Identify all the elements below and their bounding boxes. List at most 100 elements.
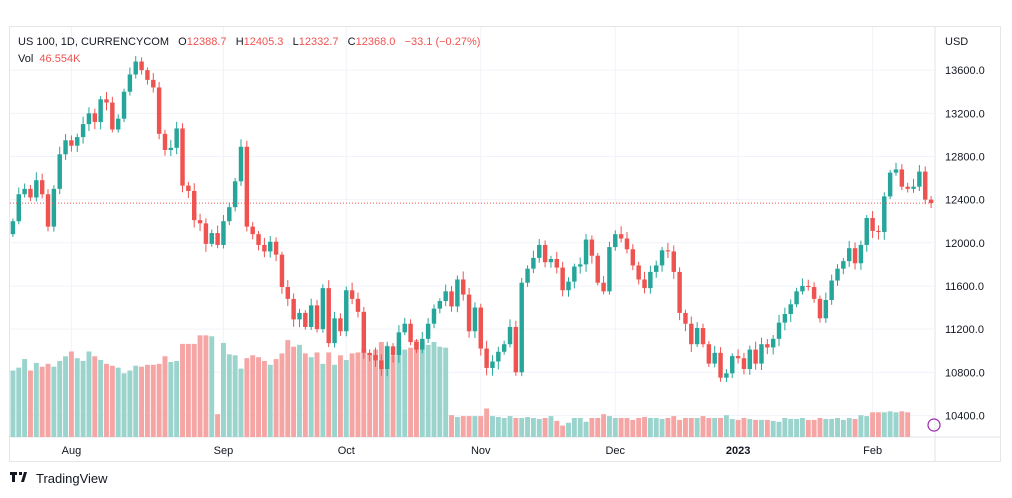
candle-body: [414, 342, 419, 350]
x-tick-label: Sep: [214, 445, 234, 457]
volume-bar: [870, 412, 876, 437]
candle-body: [455, 279, 460, 307]
volume-bar: [297, 344, 302, 437]
volume-bar: [419, 342, 425, 437]
volume-bar: [829, 418, 835, 437]
candle-body: [928, 199, 934, 204]
candle-body: [823, 299, 829, 319]
volume-bar: [542, 418, 548, 437]
candle-body: [420, 338, 425, 350]
volume-bar: [168, 361, 174, 437]
volume-bar: [805, 419, 811, 437]
close-value: 12368.0: [355, 36, 396, 48]
volume-bar: [811, 419, 817, 437]
volume-bar: [92, 356, 98, 437]
volume-bar: [642, 417, 647, 437]
volume-bar: [232, 355, 238, 437]
candle-body: [443, 291, 448, 302]
candle-body: [437, 301, 443, 309]
volume-bar: [86, 351, 92, 437]
volume-bar: [133, 365, 139, 437]
candle-body: [811, 287, 817, 299]
volume-bar: [501, 418, 507, 437]
candle-body: [683, 312, 688, 324]
candle-body: [250, 226, 255, 235]
tradingview-logo-icon[interactable]: [10, 471, 30, 486]
candle-body: [408, 323, 413, 343]
brand-name[interactable]: TradingView: [36, 471, 108, 486]
volume-bar: [139, 366, 145, 437]
candle-body: [69, 140, 74, 146]
candle-body: [466, 294, 472, 332]
volume-bar: [51, 366, 57, 437]
candle-body: [490, 361, 495, 368]
volume-bar: [343, 360, 349, 437]
symbol-label[interactable]: US 100, 1D, CURRENCYCOM: [18, 36, 169, 48]
y-tick-label: 11600.0: [945, 281, 984, 293]
candle-body: [542, 244, 548, 263]
volume-bar: [706, 418, 712, 437]
volume-bar: [478, 416, 484, 437]
volume-bar: [273, 359, 279, 437]
high-label: H: [235, 36, 244, 48]
volume-bar: [408, 347, 414, 437]
x-tick-label: Feb: [863, 445, 882, 457]
candle-body: [753, 349, 758, 364]
candle-body: [238, 146, 244, 182]
candle-body: [665, 250, 671, 252]
volume-bar: [390, 355, 396, 437]
volume-bar: [308, 357, 314, 437]
candle-body: [262, 244, 267, 252]
high-value: 12405.3: [243, 36, 284, 48]
candle-body: [232, 181, 238, 208]
candle-body: [75, 137, 80, 146]
price-chart[interactable]: USD 13600.0 13200.0 12800.0 12400.0 12000.0 11…: [10, 27, 1000, 461]
candle-body: [461, 279, 466, 295]
candle-body: [858, 244, 864, 264]
candle-body: [630, 249, 636, 266]
volume-bar: [63, 356, 69, 437]
volume-bar: [361, 348, 367, 437]
candle-body: [595, 255, 600, 283]
volume-bar: [115, 367, 121, 437]
volume-bar: [566, 422, 571, 437]
candle-body: [613, 234, 618, 248]
candle-body: [905, 186, 910, 189]
candle-body: [870, 217, 875, 231]
volume-bar: [256, 357, 262, 437]
volume-bar: [583, 421, 589, 437]
event-marker-icon[interactable]: [927, 418, 941, 432]
candle-body: [577, 264, 583, 267]
volume-bar: [337, 355, 343, 437]
volume-bar: [788, 418, 794, 437]
volume-bar: [185, 343, 191, 437]
candle-body: [361, 311, 367, 353]
volume-bar: [460, 416, 466, 437]
candle-body: [741, 358, 747, 370]
candle-body: [893, 169, 899, 173]
candle-body: [57, 154, 62, 189]
volume-bar: [764, 419, 770, 437]
volume-bar: [472, 416, 478, 437]
volume-bar: [57, 361, 63, 437]
volume-bar: [484, 408, 490, 437]
candle-body: [349, 290, 355, 299]
volume-bar: [864, 416, 870, 437]
chart-frame[interactable]: USD 13600.0 13200.0 12800.0 12400.0 12000.0 11…: [9, 26, 1001, 462]
volume-bar: [109, 365, 115, 437]
candle-body: [297, 312, 302, 320]
candle-body: [864, 217, 869, 245]
candle-body: [624, 238, 630, 250]
candle-body: [806, 285, 811, 288]
candle-body: [203, 223, 209, 244]
candle-body: [256, 234, 261, 245]
volume-bar: [630, 419, 636, 437]
candle-body: [45, 194, 51, 227]
volume-bar: [98, 360, 104, 437]
volume-bar: [823, 418, 829, 437]
candle-body: [700, 328, 706, 345]
volume-bar: [688, 418, 694, 437]
candle-body: [92, 113, 98, 122]
volume-bar: [28, 370, 33, 437]
volume-bar: [437, 346, 443, 437]
